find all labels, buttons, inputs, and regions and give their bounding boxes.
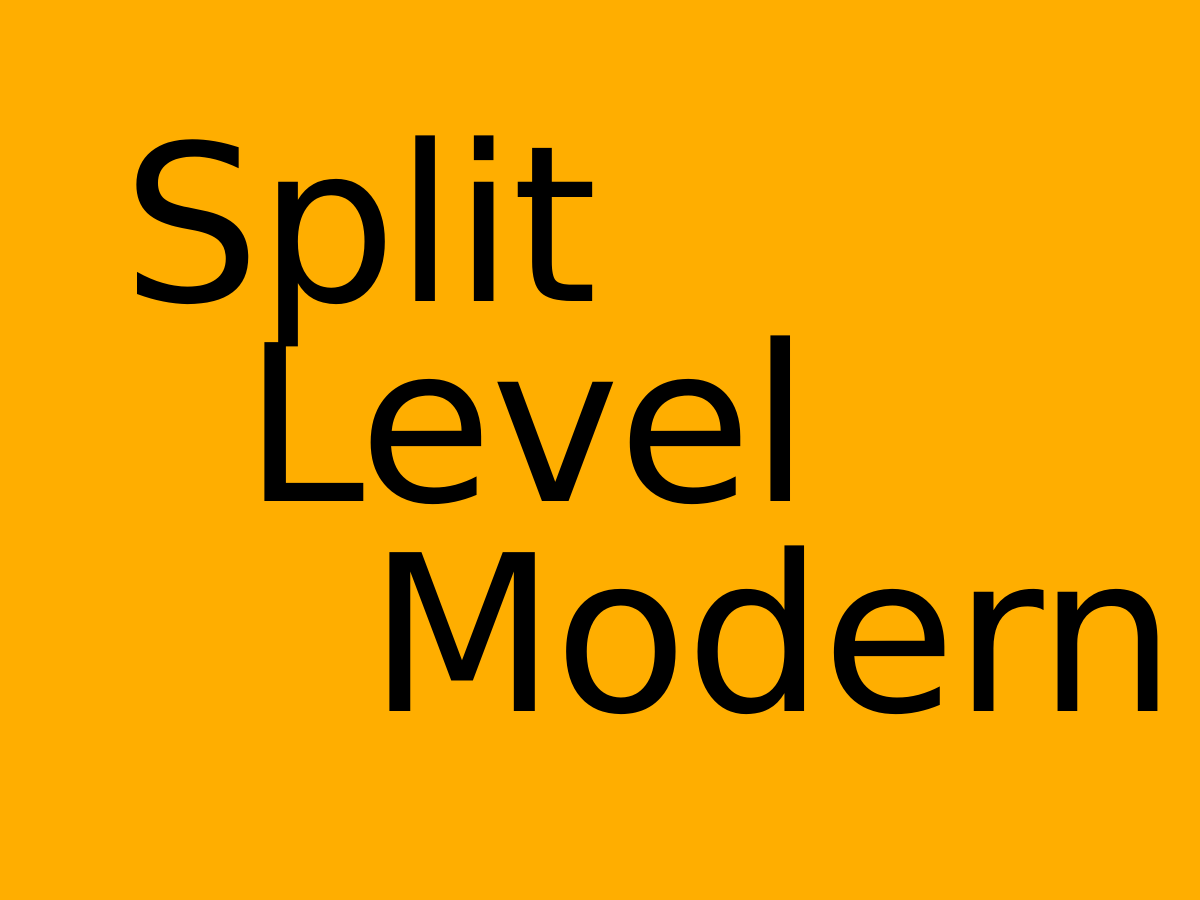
title-line-split: Split	[122, 100, 597, 353]
title-line-level: Level	[243, 300, 810, 553]
title-line-modern: Modern	[368, 510, 1176, 763]
